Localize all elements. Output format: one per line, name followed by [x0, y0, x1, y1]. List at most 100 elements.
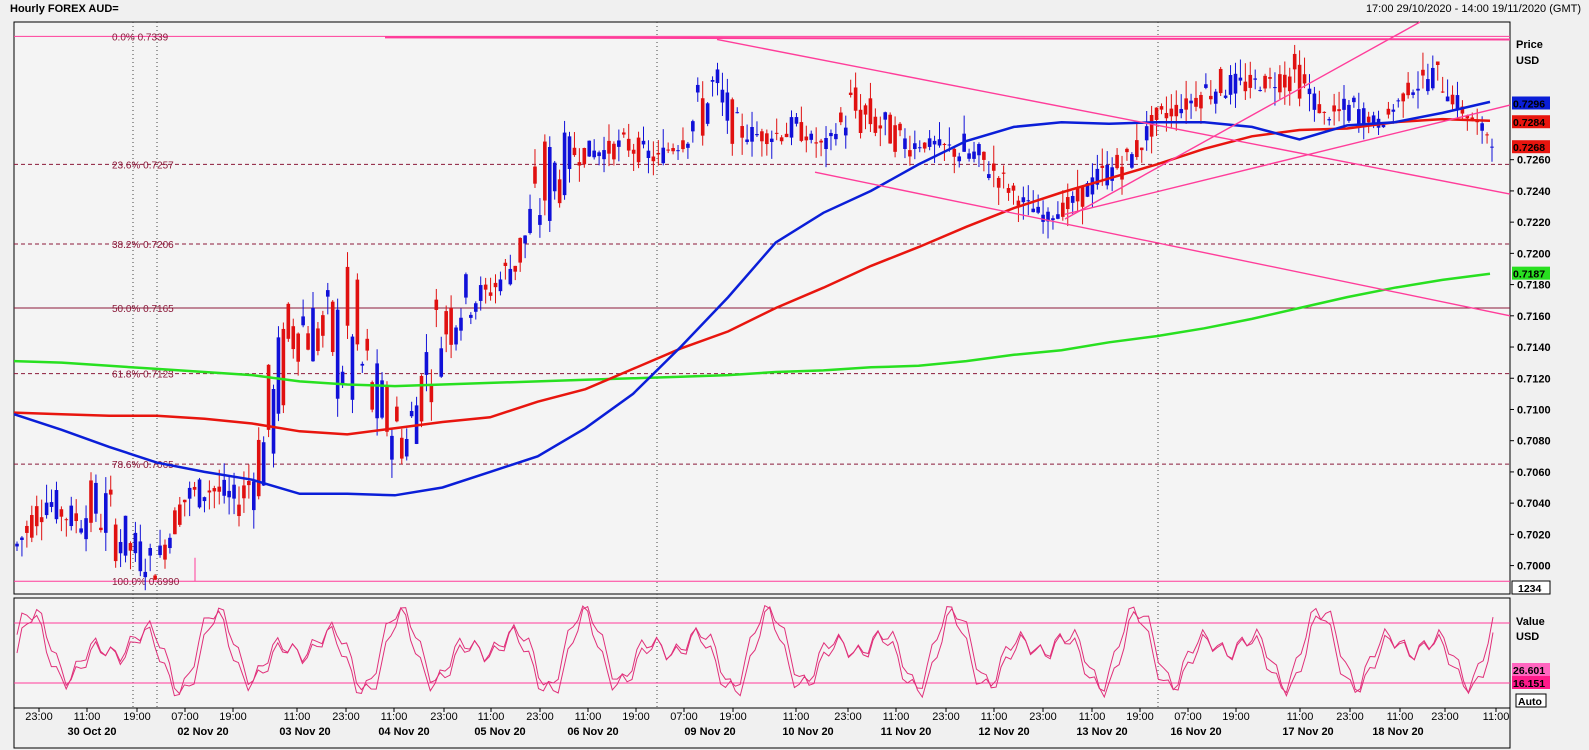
candle — [1248, 61, 1253, 99]
candle-body — [1105, 165, 1110, 186]
candle — [158, 529, 162, 558]
stoch-tag-text-1: 16.151 — [1513, 678, 1545, 690]
candle-body — [755, 134, 759, 136]
candle-body — [1391, 109, 1396, 112]
candle — [562, 120, 567, 200]
candle — [996, 176, 1001, 205]
candle-body — [646, 150, 651, 159]
candle-body — [552, 162, 557, 192]
candle-body — [843, 127, 848, 136]
candle-body — [972, 151, 976, 159]
candle-body — [360, 363, 365, 366]
candle — [306, 326, 310, 351]
candle — [1273, 72, 1277, 106]
candle-body — [1381, 124, 1386, 128]
candle-body — [20, 537, 24, 540]
date-label: 11 Nov 20 — [881, 726, 932, 738]
candle — [237, 486, 241, 527]
candle-body — [1268, 77, 1272, 79]
candle-body — [661, 147, 666, 164]
candle — [1465, 114, 1470, 131]
candle — [1361, 102, 1366, 140]
candle — [1199, 91, 1203, 124]
candle — [1184, 80, 1188, 124]
candle — [1070, 191, 1075, 214]
candle — [1268, 67, 1272, 89]
date-label: 03 Nov 20 — [279, 726, 330, 738]
candle — [523, 235, 527, 259]
candle — [809, 130, 814, 144]
candle — [774, 118, 779, 141]
fib-label-1: 23.6% 0.7257 — [112, 160, 174, 171]
candle-body — [666, 149, 670, 151]
candle-body — [794, 117, 799, 124]
candle — [1006, 183, 1011, 201]
candle — [715, 62, 720, 96]
candle-body — [730, 99, 735, 144]
candle-body — [853, 87, 858, 111]
candle — [291, 318, 296, 359]
candle-body — [824, 138, 828, 150]
candle — [464, 272, 468, 305]
candle-body — [765, 133, 769, 145]
candle — [621, 128, 626, 138]
candle — [543, 134, 547, 216]
candle-body — [251, 481, 256, 511]
candle-body — [473, 303, 478, 312]
candle-body — [163, 544, 167, 560]
auto-scale-button[interactable] — [1515, 693, 1547, 708]
candle-body — [651, 156, 656, 162]
time-label: 19:00 — [1222, 711, 1250, 723]
candle-body — [1080, 185, 1085, 207]
candle-body — [143, 571, 148, 578]
candle — [118, 529, 123, 568]
candle — [498, 271, 503, 296]
price-axis-header: Price — [1516, 39, 1543, 51]
candle-body — [25, 525, 29, 533]
candle — [893, 116, 897, 158]
candle-body — [1485, 134, 1489, 136]
candle-body — [1411, 92, 1415, 95]
candle-body — [691, 121, 695, 132]
candle-body — [1130, 154, 1134, 168]
candle — [1159, 103, 1164, 115]
candle — [202, 496, 207, 513]
candle-body — [271, 388, 276, 454]
candle-body — [908, 150, 912, 157]
candle — [927, 130, 932, 151]
candle — [745, 124, 749, 145]
candle-body — [1051, 218, 1055, 221]
candle-body — [1100, 165, 1105, 168]
candle — [937, 122, 942, 148]
candle — [597, 150, 601, 166]
candle — [888, 112, 892, 144]
candle-body — [1465, 115, 1470, 119]
candle-body — [557, 179, 562, 204]
candle-body — [567, 136, 572, 170]
candle-body — [1312, 93, 1317, 110]
candle — [1090, 163, 1095, 208]
candle-body — [740, 126, 744, 138]
candle-body — [291, 326, 296, 350]
candle — [1490, 138, 1494, 162]
candle — [1223, 89, 1228, 100]
candle-body — [991, 163, 996, 171]
candle — [473, 301, 478, 320]
candle-body — [498, 279, 503, 292]
candle — [1001, 165, 1006, 189]
stoch-axis-header: Value — [1516, 616, 1545, 628]
candle-body — [232, 484, 236, 499]
candle-body — [276, 337, 281, 414]
candle-body — [1253, 78, 1258, 80]
candle-body — [237, 504, 241, 517]
price-tick-label: 0.7240 — [1517, 186, 1551, 198]
candle-body — [439, 348, 444, 377]
candle-body — [1406, 82, 1410, 96]
candle-body — [602, 150, 606, 160]
candle-body — [459, 317, 463, 331]
candle — [1209, 80, 1213, 105]
candle-body — [345, 266, 350, 326]
candle-body — [1450, 94, 1455, 105]
candle — [1228, 65, 1233, 105]
